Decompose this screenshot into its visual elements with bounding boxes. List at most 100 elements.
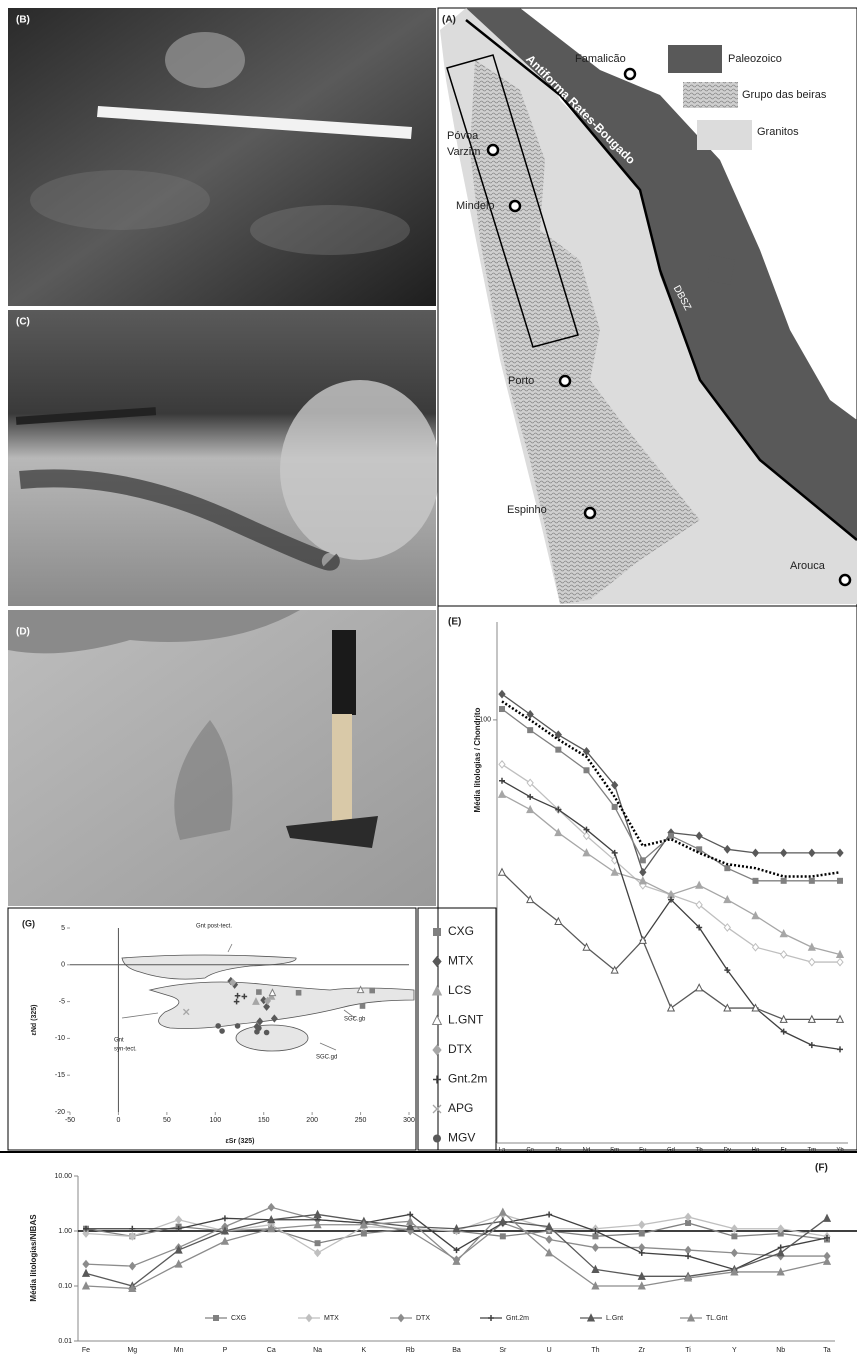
marker (361, 1231, 367, 1237)
y-tick-label: -10 (55, 1035, 65, 1042)
marker (488, 1315, 494, 1321)
x-tick-label: Fe (82, 1347, 90, 1354)
marker (546, 1236, 552, 1243)
marker (753, 878, 759, 884)
figure: (B) (C) (D) (A) Paleozoico G (0, 0, 857, 1368)
marker (583, 849, 590, 856)
x-tick-label: Ho (752, 1148, 760, 1154)
annotation: Gnt post-tect. (196, 924, 232, 930)
marker (433, 957, 441, 967)
marker (809, 944, 816, 951)
marker (268, 1204, 274, 1211)
x-axis-title: εSr (325) (225, 1138, 254, 1145)
legend-label: Gnt.2m (506, 1315, 529, 1322)
marker (527, 727, 533, 733)
y-tick-label: 0 (61, 962, 65, 969)
marker (668, 833, 674, 839)
y-tick-label: 5 (61, 925, 65, 932)
marker (685, 1213, 691, 1220)
legend-label: Granitos (757, 126, 799, 138)
legend-label: TL.Gnt (706, 1315, 727, 1322)
marker (753, 944, 759, 951)
x-tick-label: Ca (267, 1347, 276, 1354)
marker (527, 711, 533, 718)
y-tick-label: 10.00 (54, 1173, 72, 1180)
x-tick-label: Ta (823, 1347, 831, 1354)
marker (315, 1240, 321, 1246)
x-tick-label: U (547, 1347, 552, 1354)
marker (639, 1231, 645, 1237)
marker (433, 1076, 441, 1084)
marker (264, 1030, 270, 1036)
x-tick-label: Yb (836, 1148, 844, 1154)
marker (527, 806, 534, 813)
marker (315, 1249, 321, 1256)
marker (809, 878, 815, 884)
panel-label: (F) (815, 1163, 828, 1174)
panel-label: (E) (448, 617, 461, 628)
legend-label: Grupo das beiras (742, 89, 827, 101)
x-tick-label: Zr (638, 1347, 645, 1354)
x-tick-label: -50 (65, 1117, 75, 1124)
marker (696, 832, 702, 839)
marker (175, 1261, 182, 1268)
legend-label: DTX (416, 1315, 430, 1322)
x-tick-label: 0 (116, 1117, 120, 1124)
marker (433, 1016, 442, 1025)
y-tick-label: -20 (55, 1109, 65, 1116)
marker (777, 1249, 784, 1256)
marker (611, 869, 618, 876)
photo-d: (D) (8, 610, 436, 906)
place-label: Varzim (447, 146, 480, 158)
x-tick-label: Tb (696, 1148, 704, 1154)
marker (837, 849, 843, 856)
x-tick-label: Pr (555, 1148, 561, 1154)
x-tick-label: Sr (499, 1347, 507, 1354)
marker (780, 930, 787, 937)
legend-label: Paleozoico (728, 53, 782, 65)
legend-label: DTX (448, 1042, 472, 1056)
place-label: Espinho (507, 504, 547, 516)
marker (499, 791, 506, 798)
photo-b: (B) (8, 8, 436, 306)
marker (668, 1004, 675, 1011)
marker (724, 846, 730, 853)
x-tick-label: Nd (583, 1148, 591, 1154)
place-label: Porto (508, 375, 534, 387)
place-label: Arouca (790, 560, 826, 572)
place-label: Famalicão (575, 53, 626, 65)
marker (215, 1023, 221, 1029)
marker (639, 1250, 645, 1256)
x-tick-label: Gd (667, 1148, 675, 1154)
x-tick-label: Ce (526, 1148, 534, 1154)
marker (640, 857, 646, 863)
marker (222, 1215, 228, 1221)
marker (592, 1244, 598, 1251)
legend-label: L.Gnt (606, 1315, 623, 1322)
annotation: SGC.gb (344, 1017, 366, 1023)
marker (219, 1028, 225, 1034)
marker (433, 1045, 441, 1055)
x-tick-label: Th (591, 1347, 599, 1354)
page: {"photos": [{"label": "(B)"}, {"label": … (0, 0, 857, 1368)
series-line (502, 694, 840, 872)
marker (499, 869, 506, 876)
legend-label: MTX (448, 954, 473, 968)
marker (555, 918, 562, 925)
x-tick-label: Mg (127, 1347, 137, 1354)
marker (731, 1249, 737, 1256)
annotation: SGC.gd (316, 1055, 337, 1061)
series-line (502, 764, 840, 962)
x-tick-label: Rb (406, 1347, 415, 1354)
legend-label: CXG (231, 1315, 246, 1322)
legend-label: L.GNT (448, 1013, 484, 1027)
panel-frame (438, 606, 857, 1150)
marker (781, 849, 787, 856)
annotation: syn-tect. (114, 1047, 137, 1053)
marker (500, 1233, 506, 1239)
y-tick-label: 100 (479, 717, 491, 724)
marker (724, 896, 731, 903)
panel-label: (A) (442, 15, 456, 26)
legend-label: APG (448, 1101, 473, 1115)
series-line (502, 794, 840, 954)
